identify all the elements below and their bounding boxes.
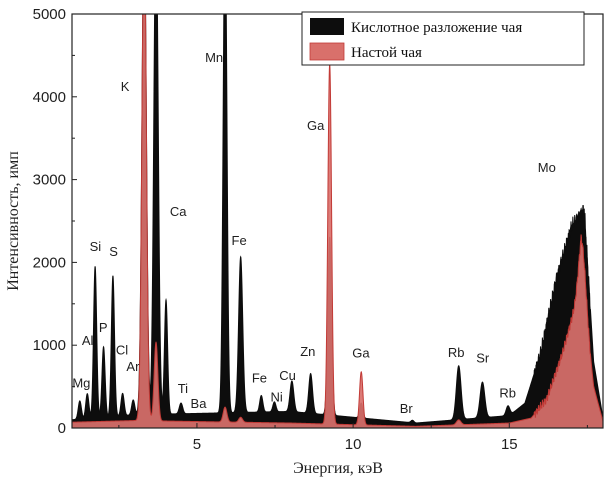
x-axis-title: Энергия, кэВ bbox=[293, 460, 383, 477]
y-tick-label: 0 bbox=[58, 420, 66, 437]
series-acid-line bbox=[72, 14, 603, 424]
legend: Кислотное разложение чая Настой чая bbox=[301, 11, 585, 66]
peak-label-ni: Ni bbox=[270, 390, 282, 405]
peak-label-p: P bbox=[99, 320, 108, 335]
peak-label-cu: Cu bbox=[279, 368, 296, 383]
x-tick-label: 15 bbox=[501, 436, 518, 453]
peak-label-ga: Ga bbox=[307, 118, 325, 133]
peak-label-si: Si bbox=[90, 239, 102, 254]
peak-label-rb: Rb bbox=[448, 345, 465, 360]
peak-label-fe: Fe bbox=[252, 370, 267, 385]
peak-label-rb: Rb bbox=[499, 385, 516, 400]
peak-label-mg: Mg bbox=[72, 375, 90, 390]
legend-swatch-acid bbox=[310, 18, 344, 35]
axes-layer: 0 1000 2000 3000 4000 5000 5 10 15 bbox=[33, 6, 604, 453]
y-axis-title: Интенсивность, имп bbox=[5, 151, 22, 291]
peak-label-ba: Ba bbox=[191, 396, 208, 411]
legend-label-acid: Кислотное разложение чая bbox=[351, 20, 522, 36]
x-tick-label: 5 bbox=[193, 436, 201, 453]
peak-label-fe: Fe bbox=[232, 233, 247, 248]
peak-label-s: S bbox=[109, 244, 118, 259]
series-infusion-line bbox=[72, 14, 603, 427]
y-tick-label: 1000 bbox=[33, 337, 66, 354]
peak-label-zn: Zn bbox=[300, 344, 315, 359]
peak-label-sr: Sr bbox=[476, 351, 490, 366]
peak-label-ca: Ca bbox=[170, 204, 187, 219]
y-tick-label: 2000 bbox=[33, 254, 66, 271]
legend-label-infusion: Настой чая bbox=[351, 45, 422, 61]
peak-label-ti: Ti bbox=[178, 381, 188, 396]
peak-label-mo: Mo bbox=[538, 160, 556, 175]
peak-label-al: Al bbox=[82, 333, 94, 348]
peak-label-ga: Ga bbox=[352, 346, 370, 361]
peak-label-ar: Ar bbox=[126, 359, 140, 374]
peak-label-cl: Cl bbox=[116, 342, 128, 357]
series-layer bbox=[72, 14, 603, 428]
series-acid-area bbox=[72, 14, 603, 428]
y-tick-label: 5000 bbox=[33, 6, 66, 23]
legend-swatch-infusion bbox=[309, 42, 345, 61]
legend-box bbox=[301, 11, 585, 66]
x-tick-label: 10 bbox=[345, 436, 362, 453]
peak-label-k: K bbox=[121, 79, 130, 94]
peak-label-mn: Mn bbox=[205, 50, 223, 65]
y-tick-label: 4000 bbox=[33, 89, 66, 106]
peak-label-br: Br bbox=[400, 401, 414, 416]
y-tick-label: 3000 bbox=[33, 172, 66, 189]
